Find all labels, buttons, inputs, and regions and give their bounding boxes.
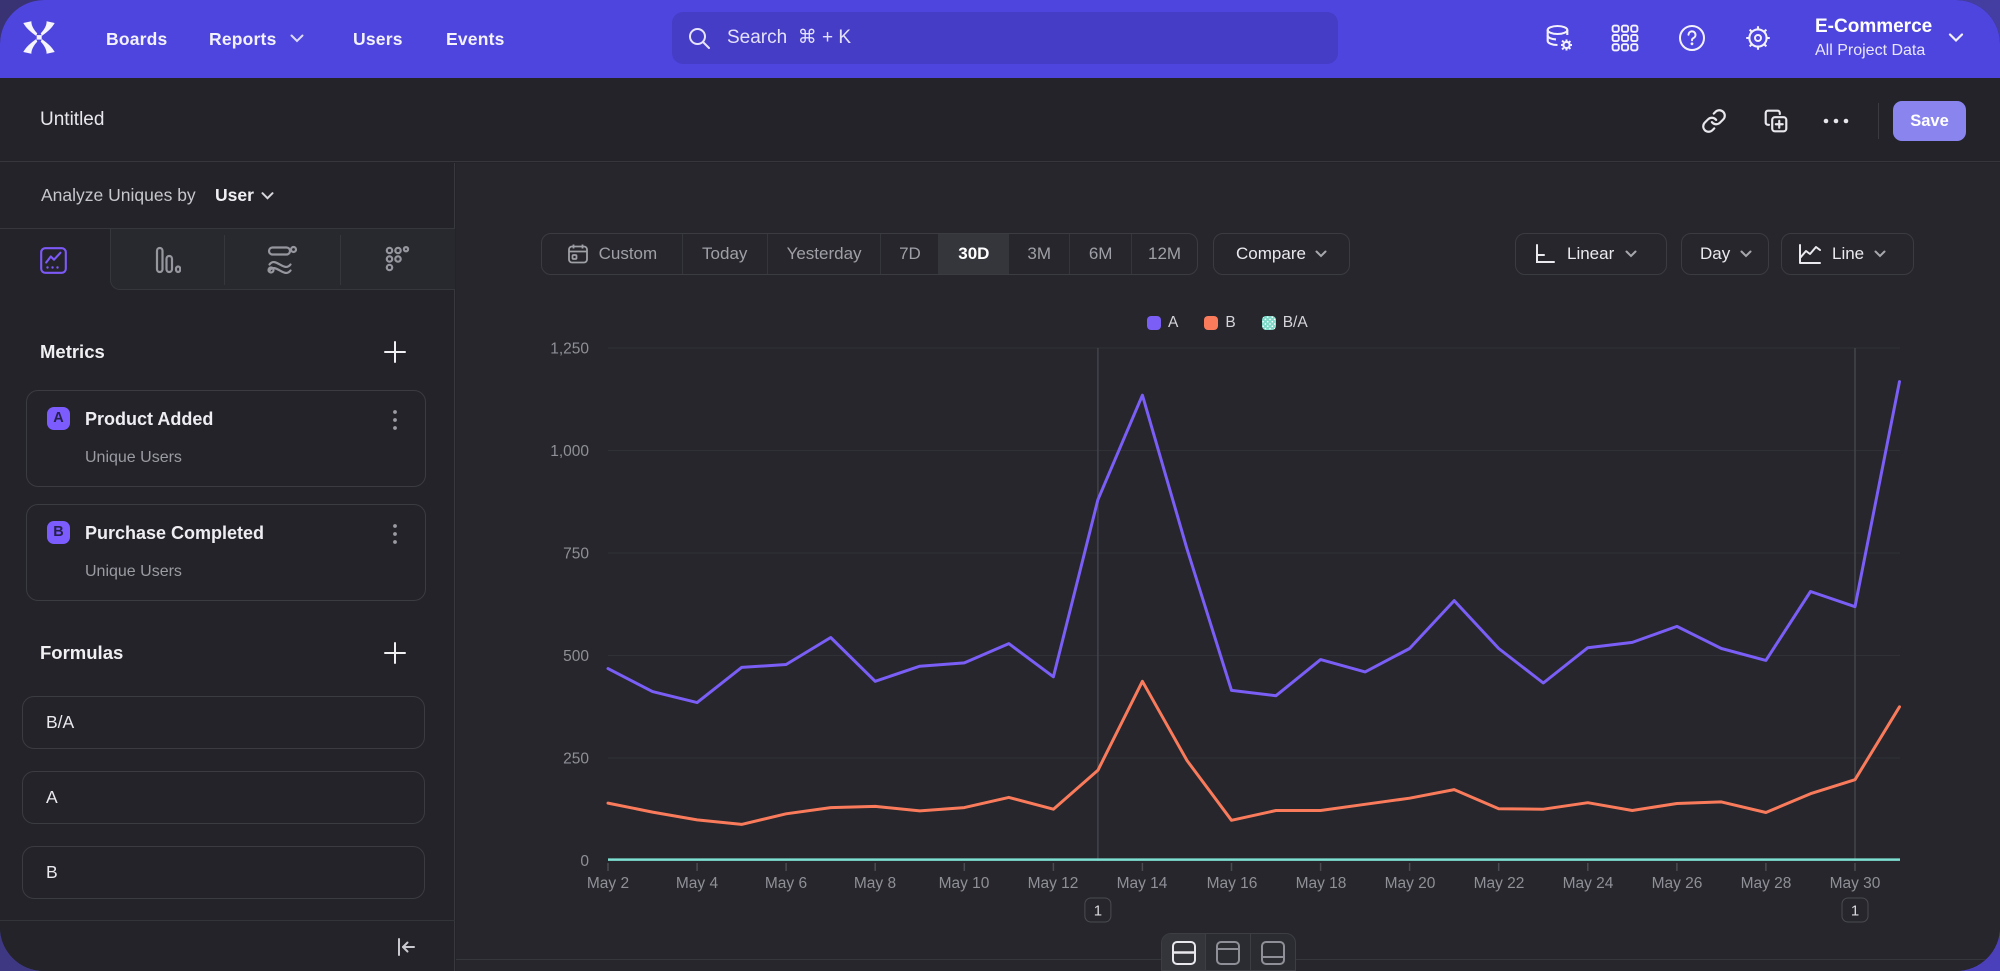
svg-text:May 24: May 24 (1563, 875, 1614, 892)
svg-text:May 18: May 18 (1296, 875, 1347, 892)
svg-text:May 28: May 28 (1741, 875, 1792, 892)
svg-text:May 22: May 22 (1474, 875, 1525, 892)
svg-text:May 6: May 6 (765, 875, 807, 892)
svg-text:May 2: May 2 (587, 875, 629, 892)
svg-text:May 16: May 16 (1207, 875, 1258, 892)
svg-text:1,000: 1,000 (550, 443, 589, 460)
svg-text:May 14: May 14 (1117, 875, 1168, 892)
svg-text:May 4: May 4 (676, 875, 719, 892)
svg-text:0: 0 (580, 853, 589, 870)
svg-text:May 26: May 26 (1652, 875, 1703, 892)
svg-text:500: 500 (563, 648, 589, 665)
svg-text:1: 1 (1094, 903, 1102, 920)
svg-text:1,250: 1,250 (550, 341, 589, 358)
svg-text:750: 750 (563, 546, 589, 563)
svg-text:May 20: May 20 (1385, 875, 1436, 892)
svg-text:1: 1 (1851, 903, 1859, 920)
svg-text:May 8: May 8 (854, 875, 896, 892)
svg-text:May 30: May 30 (1830, 875, 1881, 892)
svg-text:May 10: May 10 (939, 875, 990, 892)
svg-text:250: 250 (563, 751, 589, 768)
svg-text:May 12: May 12 (1028, 875, 1079, 892)
